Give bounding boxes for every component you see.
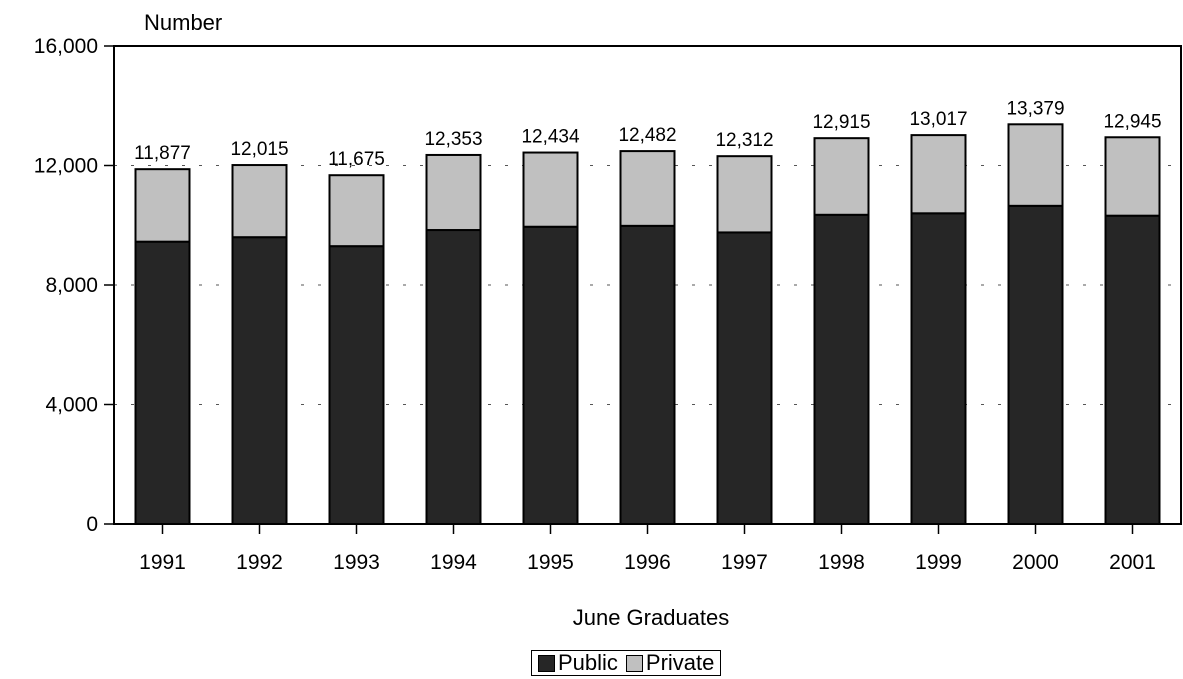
bar-private-1993 xyxy=(328,174,385,248)
bar-private-2001 xyxy=(1104,136,1161,217)
bar-private-1994 xyxy=(425,153,482,232)
bar-public-1999 xyxy=(910,212,967,526)
x-tick-label-1998: 1998 xyxy=(818,551,865,574)
bars xyxy=(134,123,1161,526)
bar-public-1996 xyxy=(619,224,676,525)
x-tick-label-1996: 1996 xyxy=(624,551,671,574)
y-tick-label: 4,000 xyxy=(45,394,98,417)
x-tick-label-1991: 1991 xyxy=(139,551,186,574)
x-axis-title: June Graduates xyxy=(573,605,730,630)
bar-private-1995 xyxy=(522,151,579,228)
x-tick-label-1999: 1999 xyxy=(915,551,962,574)
total-labels: 11,877 12,015 11,675 12,353 12,434 12,482 12,3… xyxy=(134,98,1161,170)
x-axis-ticks: 1991 1992 1993 1994 1995 1996 1997 1998 1999 2000… xyxy=(139,524,1156,574)
total-label-1994: 12,353 xyxy=(424,129,482,150)
bar-private-1996 xyxy=(619,150,676,227)
x-tick-label-1997: 1997 xyxy=(721,551,768,574)
y-tick-label: 16,000 xyxy=(34,35,98,58)
bar-public-1991 xyxy=(134,240,191,525)
bar-public-2000 xyxy=(1007,204,1064,526)
bar-public-1994 xyxy=(425,229,482,525)
legend-item-private: Private xyxy=(625,650,715,676)
y-tick-label: 12,000 xyxy=(34,155,98,178)
y-axis-title: Number xyxy=(144,10,222,35)
legend: Public Private xyxy=(531,650,722,676)
legend-swatch-private xyxy=(625,654,643,672)
bar-private-1991 xyxy=(134,168,191,243)
bar-private-1997 xyxy=(716,155,773,234)
x-tick-label-2001: 2001 xyxy=(1109,551,1156,574)
bar-public-1995 xyxy=(522,225,579,525)
bar-public-1993 xyxy=(328,245,385,525)
bar-public-1997 xyxy=(716,231,773,525)
total-label-1995: 12,434 xyxy=(521,127,580,148)
bar-private-1992 xyxy=(231,164,288,239)
legend-label-private: Private xyxy=(645,650,715,675)
bar-public-2001 xyxy=(1104,214,1161,525)
x-tick-label-2000: 2000 xyxy=(1012,551,1059,574)
y-axis-ticks: 0 4,000 8,000 12,000 16,000 xyxy=(34,35,114,536)
total-label-1991: 11,877 xyxy=(134,143,191,164)
x-tick-label-1993: 1993 xyxy=(333,551,380,574)
total-label-1996: 12,482 xyxy=(618,125,676,146)
legend-swatch-public xyxy=(538,654,555,672)
x-tick-label-1994: 1994 xyxy=(430,551,477,574)
total-label-1992: 12,015 xyxy=(230,139,288,160)
x-tick-label-1992: 1992 xyxy=(236,551,283,574)
bar-public-1998 xyxy=(813,213,870,525)
bar-private-1999 xyxy=(910,134,967,215)
bar-public-1992 xyxy=(231,236,288,525)
legend-item-public: Public xyxy=(538,650,618,676)
y-tick-label: 0 xyxy=(86,513,98,536)
total-label-2000: 13,379 xyxy=(1006,98,1064,119)
total-label-1999: 13,017 xyxy=(909,109,967,130)
bar-private-1998 xyxy=(813,137,870,216)
total-label-1993: 11,675 xyxy=(328,149,385,170)
legend-label-public: Public xyxy=(558,650,618,675)
y-tick-label: 8,000 xyxy=(45,274,98,297)
x-tick-label-1995: 1995 xyxy=(527,551,574,574)
bar-private-2000 xyxy=(1007,123,1064,207)
total-label-1998: 12,915 xyxy=(812,112,870,133)
plot-frame xyxy=(113,45,1182,525)
total-label-2001: 12,945 xyxy=(1103,111,1161,132)
total-label-1997: 12,312 xyxy=(715,130,773,151)
